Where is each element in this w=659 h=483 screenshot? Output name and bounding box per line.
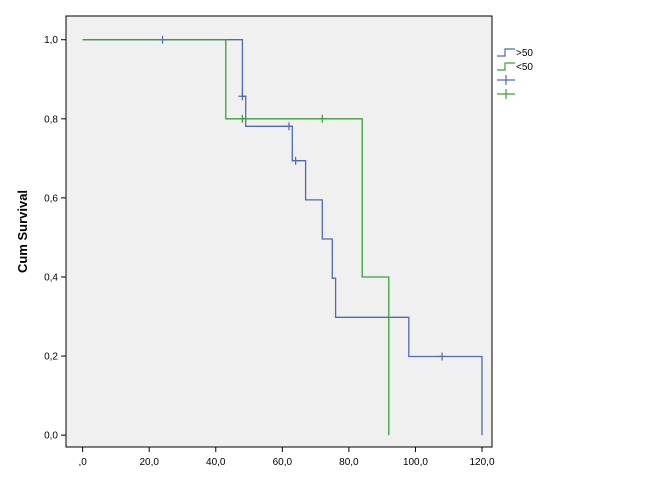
legend-censor-swatch <box>497 75 515 85</box>
x-tick-label: ,0 <box>78 457 87 468</box>
series-1 <box>82 35 483 436</box>
x-tick-label: 100,0 <box>403 457 428 468</box>
legend-item: >50 <box>497 48 533 59</box>
x-tick-label: 20,0 <box>139 457 159 468</box>
x-tick-label: 60,0 <box>273 457 293 468</box>
censor-mark <box>238 92 247 101</box>
series-layer <box>82 35 483 436</box>
y-tick-label: 0,4 <box>44 272 58 283</box>
legend-censor-swatch <box>497 89 515 99</box>
y-tick-label: 0,0 <box>44 431 58 442</box>
y-tick-label: 1,0 <box>44 35 58 46</box>
x-tick-label: 40,0 <box>206 457 226 468</box>
legend-item <box>497 75 515 85</box>
legend-item: <50 <box>497 62 533 73</box>
x-tick-label: 120,0 <box>470 457 495 468</box>
y-tick-label: 0,8 <box>44 114 58 125</box>
y-axis-label: Cum Survival <box>15 190 30 273</box>
censor-mark <box>291 156 300 165</box>
x-tick-label: 80,0 <box>339 457 359 468</box>
censor-mark <box>238 114 247 123</box>
legend-line-swatch <box>497 62 515 71</box>
plot-area <box>65 15 493 448</box>
legend-label: <50 <box>516 62 533 73</box>
censor-mark <box>318 114 327 123</box>
censor-mark <box>284 122 293 131</box>
y-tick-label: 0,6 <box>44 193 58 204</box>
legend-line-swatch <box>497 48 515 57</box>
axes: ,0 20,0 40,0 60,0 80,0 100,0 120,0 0,0 0,2 0,4 0,6… <box>44 35 495 468</box>
legend-item <box>497 89 515 99</box>
survival-step-line <box>82 39 483 436</box>
legend-label: >50 <box>516 48 533 59</box>
series-2 <box>82 39 390 436</box>
censor-mark <box>438 352 447 361</box>
survival-step-line <box>82 39 390 436</box>
legend: >50<50 <box>497 48 533 99</box>
y-tick-label: 0,2 <box>44 352 58 363</box>
